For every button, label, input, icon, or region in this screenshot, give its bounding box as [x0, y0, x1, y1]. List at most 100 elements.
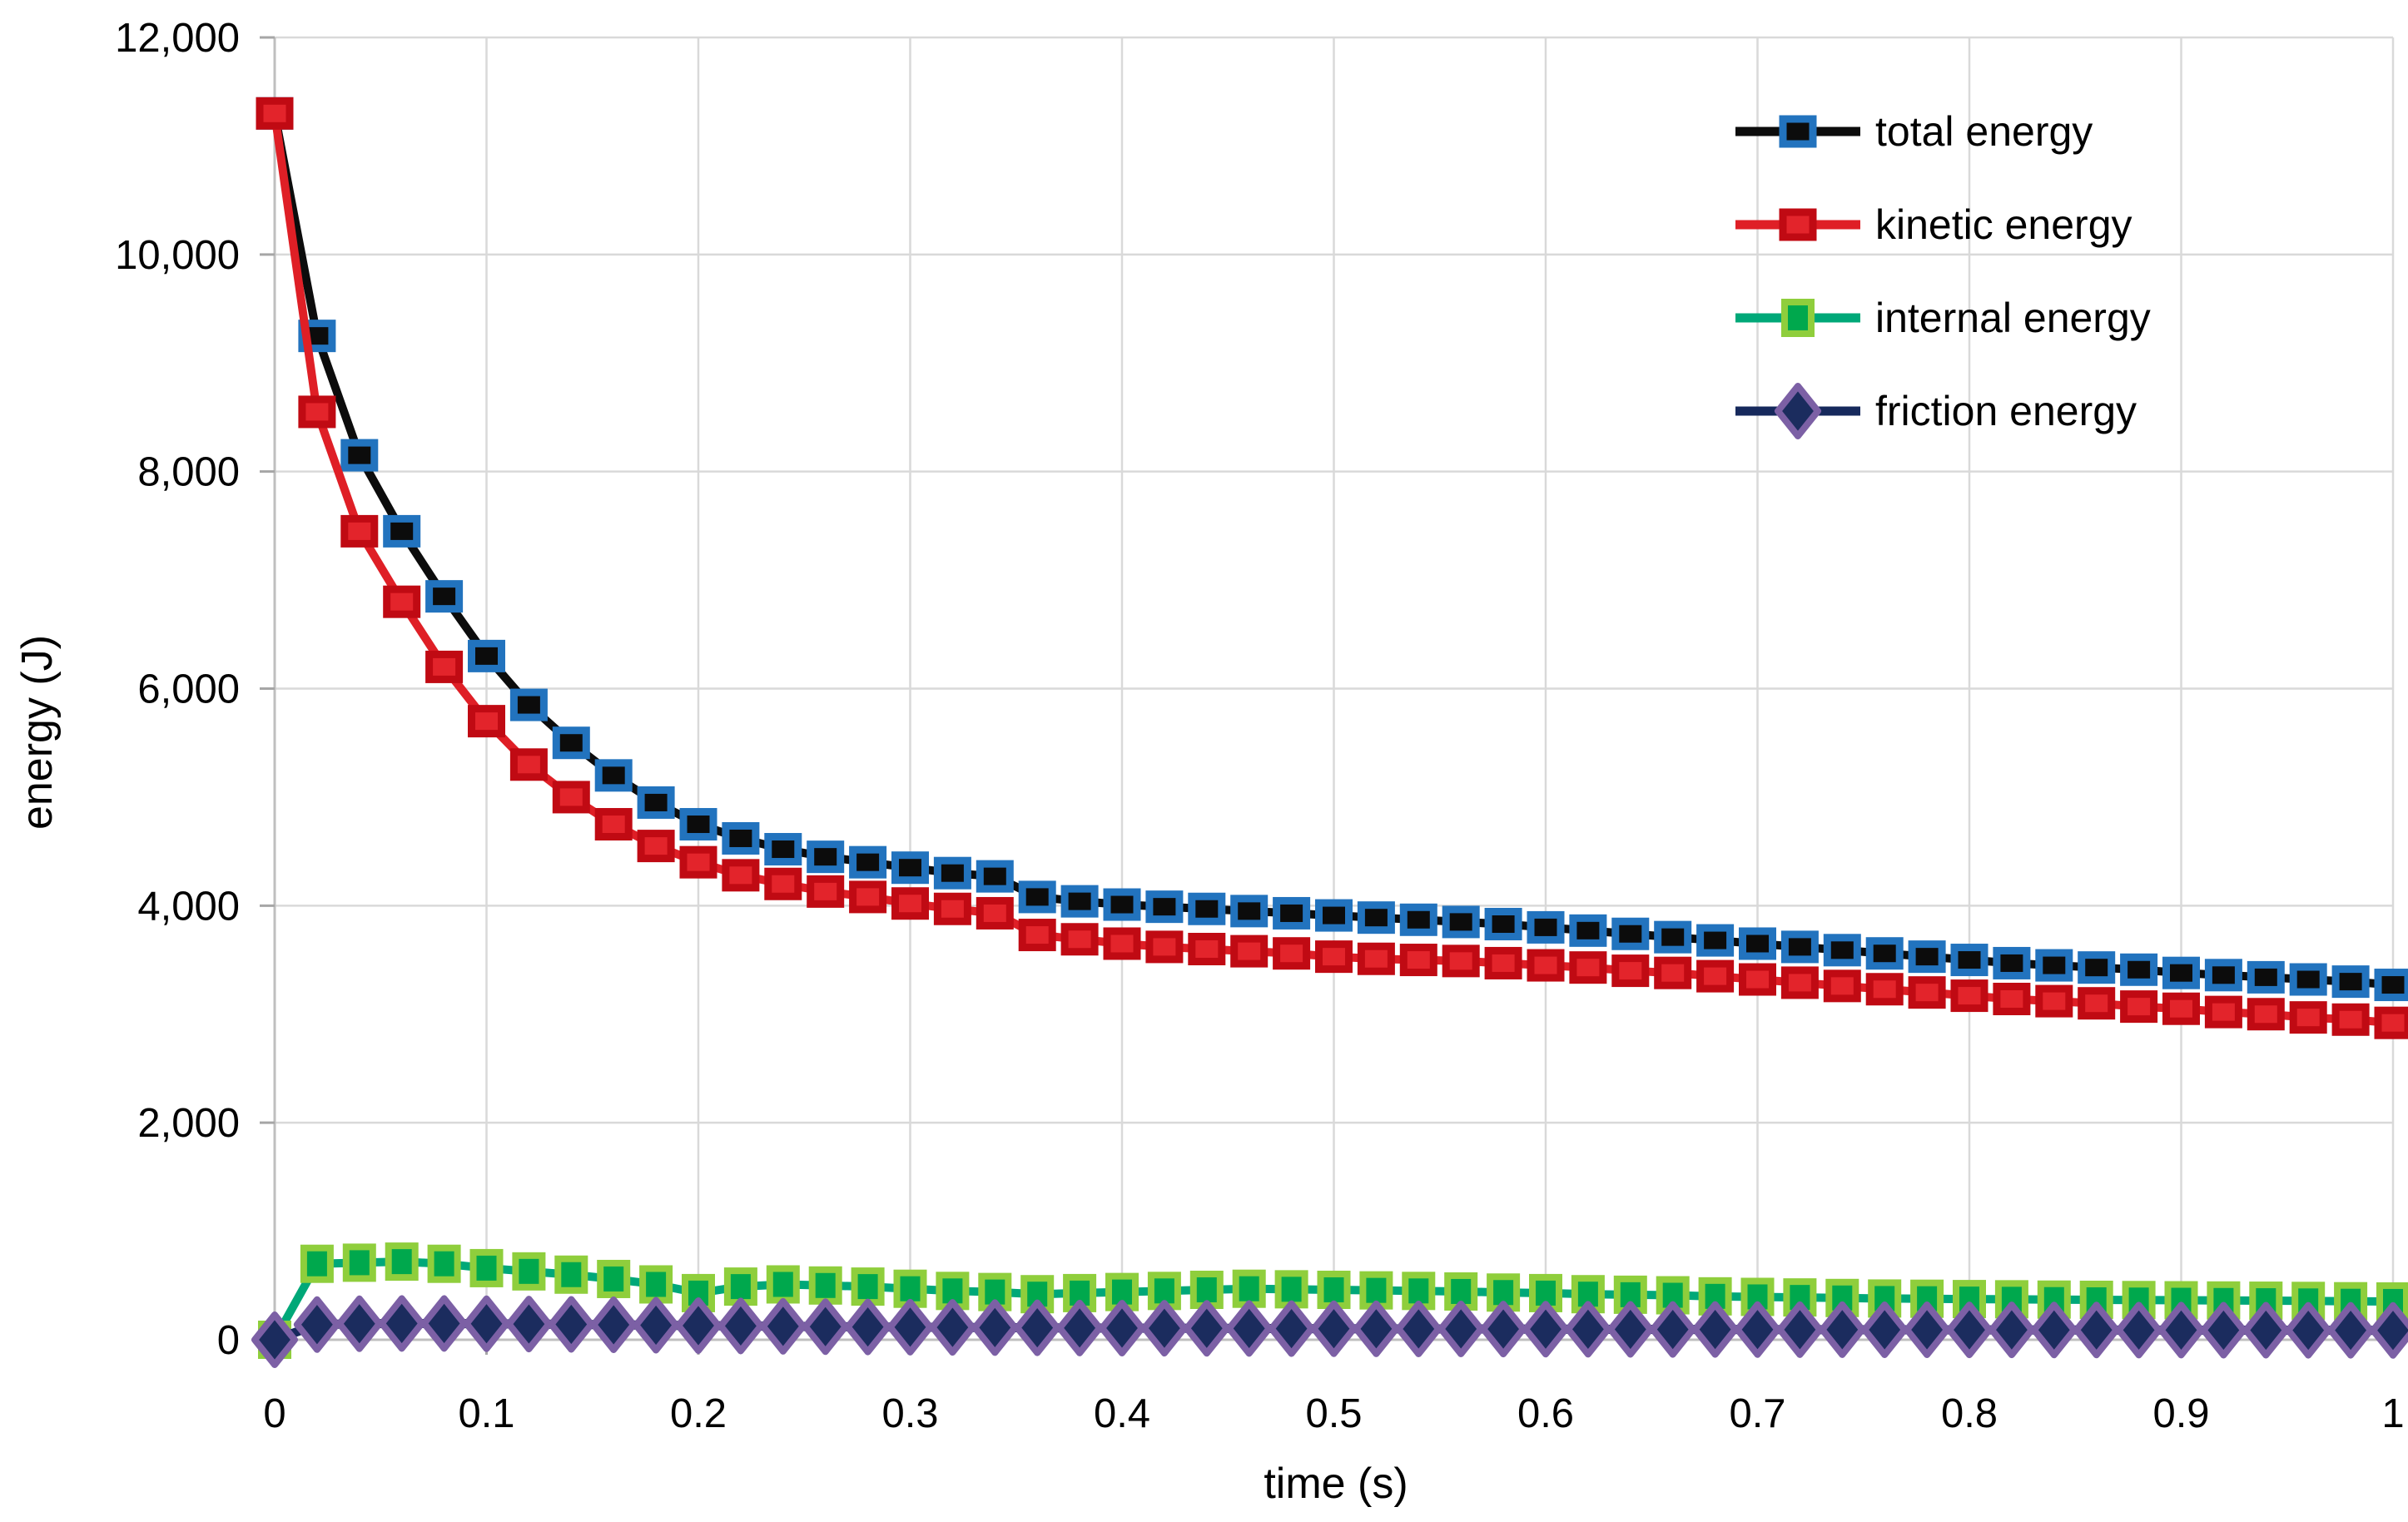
square-marker	[509, 688, 548, 721]
square-marker	[2204, 995, 2242, 1029]
y-tick-label: 8,000	[137, 450, 240, 495]
diamond-marker	[1819, 1301, 1866, 1358]
square-marker	[1273, 896, 1311, 930]
square-marker	[2120, 990, 2158, 1024]
square-marker	[722, 821, 760, 855]
diamond-marker	[1310, 1300, 1358, 1357]
diamond-marker	[1183, 1300, 1230, 1357]
diamond-marker	[1606, 1301, 1654, 1358]
square-marker	[427, 1244, 461, 1283]
square-marker	[1484, 908, 1522, 941]
square-marker	[2374, 1006, 2408, 1039]
square-marker	[1823, 934, 1861, 967]
diamond-marker	[251, 1311, 298, 1368]
square-marker	[1779, 115, 1817, 148]
square-marker	[679, 808, 717, 841]
square-marker	[1018, 880, 1056, 914]
x-tick-label: 0.1	[458, 1391, 514, 1436]
square-marker	[849, 845, 887, 879]
square-marker	[2162, 956, 2200, 989]
tick-labels: 0 0.1 0.2 0.3 0.4 0.5 0.6 0.7 0.8 0.9 1 0 2,000 4,000…	[115, 16, 2405, 1436]
square-marker	[469, 1248, 504, 1287]
square-marker	[1611, 917, 1650, 950]
square-marker	[383, 585, 421, 618]
square-marker	[1993, 982, 2031, 1015]
x-tick-label: 0.3	[881, 1391, 938, 1436]
square-marker	[1018, 919, 1056, 952]
diamond-marker	[1099, 1300, 1145, 1357]
diamond-marker	[2285, 1301, 2332, 1359]
square-marker	[1103, 888, 1141, 921]
square-marker	[1823, 969, 1861, 1003]
square-marker	[425, 650, 464, 683]
y-tick-label: 10,000	[115, 233, 240, 278]
x-tick-label: 0.2	[670, 1391, 727, 1436]
square-marker	[1103, 927, 1141, 960]
diamond-marker	[886, 1298, 934, 1356]
square-marker	[1060, 885, 1099, 918]
square-marker	[1232, 1269, 1266, 1308]
legend-label-kinetic-energy: kinetic energy	[1875, 201, 2132, 248]
diamond-marker	[971, 1299, 1019, 1356]
square-marker	[1399, 903, 1437, 936]
diamond-marker	[1522, 1301, 1569, 1358]
square-marker	[1908, 940, 1946, 974]
square-marker	[807, 875, 845, 908]
square-marker	[554, 1255, 588, 1294]
square-marker	[2078, 987, 2116, 1020]
square-marker	[637, 830, 675, 863]
square-marker	[679, 845, 717, 879]
y-tick-label: 0	[217, 1318, 240, 1363]
diamond-marker	[1904, 1301, 1951, 1358]
diamond-marker	[1353, 1300, 1400, 1357]
square-marker	[1696, 924, 1735, 957]
x-axis-title: time (s)	[1264, 1460, 1408, 1508]
diamond-marker	[1268, 1300, 1315, 1357]
square-marker	[594, 808, 633, 841]
x-tick-label: 0.7	[1729, 1391, 1785, 1436]
legend-item-internal-energy: internal energy	[1735, 295, 2151, 341]
diamond-marker	[1225, 1300, 1273, 1357]
square-marker	[1780, 966, 1819, 999]
y-tick-label: 6,000	[137, 667, 240, 712]
square-marker	[1188, 892, 1226, 925]
square-marker	[639, 1265, 673, 1304]
square-marker	[256, 97, 294, 130]
diamond-marker	[1691, 1301, 1739, 1358]
square-marker	[340, 514, 379, 548]
square-marker	[468, 705, 505, 738]
x-tick-label: 0	[263, 1391, 285, 1436]
square-marker	[2289, 1001, 2327, 1034]
square-marker	[340, 439, 379, 472]
square-marker	[300, 1244, 334, 1283]
square-marker	[764, 833, 802, 866]
diamond-marker	[548, 1296, 595, 1353]
x-tick-label: 1	[2381, 1391, 2404, 1436]
square-marker	[1357, 942, 1395, 975]
square-marker	[2078, 951, 2116, 984]
series-lines	[251, 97, 2408, 1368]
diamond-marker	[1056, 1299, 1104, 1356]
square-marker	[1993, 946, 2031, 979]
square-marker	[1865, 973, 1904, 1006]
legend-label-total-energy: total energy	[1875, 108, 2093, 155]
square-marker	[1950, 979, 1988, 1013]
diamond-marker	[2242, 1301, 2290, 1359]
square-marker	[2247, 960, 2285, 994]
diamond-marker	[1649, 1301, 1696, 1358]
diamond-marker	[2200, 1301, 2247, 1359]
square-marker	[766, 1265, 800, 1304]
square-marker	[1399, 944, 1437, 977]
diamond-marker	[929, 1299, 976, 1356]
square-marker	[1739, 927, 1776, 960]
x-tick-label: 0.6	[1517, 1391, 1574, 1436]
diamond-marker	[1140, 1300, 1188, 1357]
diamond-marker	[759, 1297, 807, 1355]
square-marker	[2374, 969, 2408, 1002]
square-marker	[807, 840, 845, 874]
x-tick-label: 0.8	[1941, 1391, 1998, 1436]
square-marker	[851, 1267, 885, 1306]
diamond-marker	[2030, 1301, 2078, 1359]
square-marker	[723, 1267, 757, 1306]
